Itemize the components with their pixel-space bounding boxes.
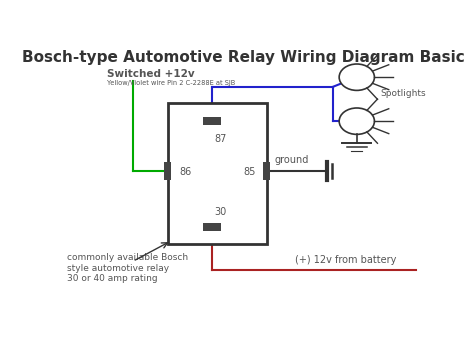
Text: ground: ground <box>274 155 309 165</box>
Text: Yellow/Violet wire Pin 2 C-2288E at SJB: Yellow/Violet wire Pin 2 C-2288E at SJB <box>107 80 235 86</box>
Text: Spotlights: Spotlights <box>381 89 426 98</box>
Bar <box>168 103 267 243</box>
Text: 87: 87 <box>215 134 227 144</box>
Text: 30: 30 <box>215 207 227 217</box>
Circle shape <box>339 64 374 90</box>
Bar <box>264 162 270 180</box>
Bar <box>164 162 171 180</box>
Text: Switched +12v: Switched +12v <box>107 69 195 79</box>
Text: Bosch-type Automotive Relay Wiring Diagram Basic: Bosch-type Automotive Relay Wiring Diagr… <box>21 50 465 65</box>
Circle shape <box>339 108 374 134</box>
Bar <box>202 117 221 125</box>
Text: 85: 85 <box>243 167 255 177</box>
Text: (+) 12v from battery: (+) 12v from battery <box>295 255 396 265</box>
Text: commonly available Bosch
style automotive relay
30 or 40 amp rating: commonly available Bosch style automotiv… <box>66 253 188 283</box>
Text: 86: 86 <box>179 167 191 177</box>
Bar <box>202 223 221 231</box>
